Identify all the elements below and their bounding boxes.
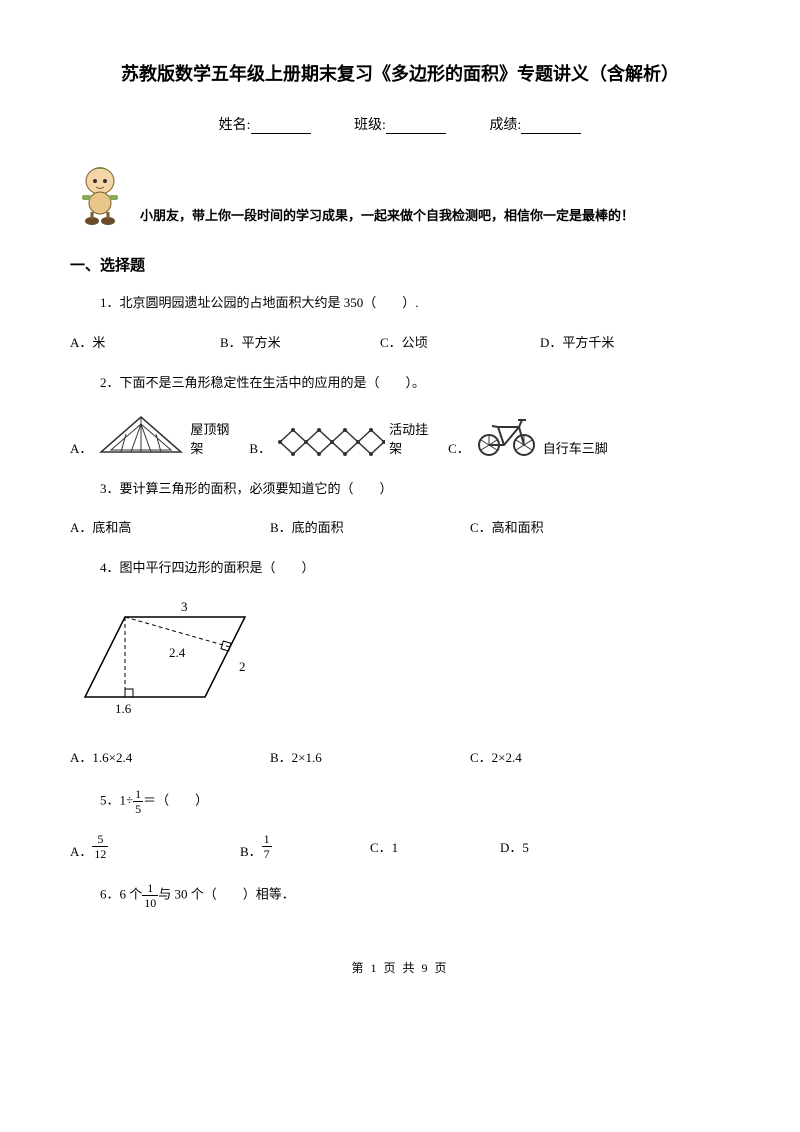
intro-row: 小朋友，带上你一段时间的学习成果，一起来做个自我检测吧，相信你一定是最棒的！ <box>70 159 730 229</box>
q3-choice-b[interactable]: B．底的面积 <box>270 517 470 536</box>
parallelogram-figure: 3 2 2.4 1.6 <box>75 597 275 727</box>
q3-choice-c[interactable]: C．高和面积 <box>470 517 544 536</box>
q2-text: 2．下面不是三角形稳定性在生活中的应用的是（ ）。 <box>100 373 730 394</box>
q1-choices: A．米 B．平方米 C．公顷 D．平方千米 <box>70 332 730 351</box>
page-footer: 第 1 页 共 9 页 <box>70 959 730 976</box>
name-blank[interactable] <box>251 119 311 134</box>
q2-choice-b[interactable]: B． 活动挂 架 <box>249 419 428 457</box>
mascot-icon <box>70 159 130 229</box>
q4-choice-b[interactable]: B．2×1.6 <box>270 747 470 766</box>
q3-choices: A．底和高 B．底的面积 C．高和面积 <box>70 517 730 536</box>
q6-text: 6．6 个110与 30 个（ ）相等． <box>100 882 730 909</box>
page: 苏教版数学五年级上册期末复习《多边形的面积》专题讲义（含解析） 姓名: 班级: … <box>0 0 800 1016</box>
q1-choice-c[interactable]: C．公顷 <box>380 332 540 351</box>
bicycle-icon <box>474 412 539 457</box>
q2-choice-c[interactable]: C． 自行车三脚 <box>448 412 608 457</box>
q5-choice-d[interactable]: D．5 <box>500 837 529 856</box>
q2-a-label: A． <box>70 438 92 457</box>
svg-text:1.6: 1.6 <box>115 701 132 716</box>
q2-c-text: 自行车三脚 <box>543 438 608 457</box>
svg-text:2.4: 2.4 <box>169 645 186 660</box>
score-label: 成绩: <box>489 118 521 133</box>
q4-text: 4．图中平行四边形的面积是（ ） <box>100 558 730 579</box>
q2-c-label: C． <box>448 438 470 457</box>
q3-text: 3．要计算三角形的面积，必须要知道它的（ ） <box>100 479 730 500</box>
q5-fraction: 15 <box>133 788 143 815</box>
q4-choice-a[interactable]: A．1.6×2.4 <box>70 747 270 766</box>
q5-choices: A．512 B．17 C．1 D．5 <box>70 833 730 860</box>
class-blank[interactable] <box>386 119 446 134</box>
page-title: 苏教版数学五年级上册期末复习《多边形的面积》专题讲义（含解析） <box>70 60 730 86</box>
q2-a-text: 屋顶钢 架 <box>190 419 229 457</box>
section-heading: 一、选择题 <box>70 254 730 275</box>
truss-icon <box>96 412 186 457</box>
student-info-row: 姓名: 班级: 成绩: <box>70 114 730 134</box>
q2-choice-a[interactable]: A． 屋顶钢 架 <box>70 412 229 457</box>
diamonds-icon <box>275 427 385 457</box>
q1-choice-d[interactable]: D．平方千米 <box>540 332 614 351</box>
q3-choice-a[interactable]: A．底和高 <box>70 517 270 536</box>
q2-b-text: 活动挂 架 <box>389 419 428 457</box>
q2-choices: A． 屋顶钢 架 B． <box>70 412 730 457</box>
q1-choice-a[interactable]: A．米 <box>70 332 220 351</box>
q6-fraction: 110 <box>142 882 158 909</box>
q1-text: 1．北京圆明园遗址公园的占地面积大约是 350（ ）. <box>100 293 730 314</box>
q5-text: 5．1÷15＝（ ） <box>100 788 730 815</box>
svg-text:2: 2 <box>239 659 246 674</box>
q4-choice-c[interactable]: C．2×2.4 <box>470 747 522 766</box>
class-label: 班级: <box>354 118 386 133</box>
q4-choices: A．1.6×2.4 B．2×1.6 C．2×2.4 <box>70 747 730 766</box>
q1-choice-b[interactable]: B．平方米 <box>220 332 380 351</box>
q2-b-label: B． <box>249 438 271 457</box>
score-blank[interactable] <box>521 119 581 134</box>
name-label: 姓名: <box>219 118 251 133</box>
q5-choice-c[interactable]: C．1 <box>370 837 500 856</box>
q5-choice-a[interactable]: A．512 <box>70 833 240 860</box>
q5-choice-b[interactable]: B．17 <box>240 833 370 860</box>
intro-text: 小朋友，带上你一段时间的学习成果，一起来做个自我检测吧，相信你一定是最棒的！ <box>140 205 730 229</box>
svg-text:3: 3 <box>181 599 188 614</box>
